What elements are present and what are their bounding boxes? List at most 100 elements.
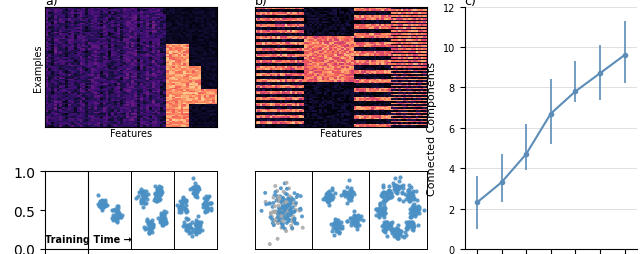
Point [326, 197, 337, 201]
Point [193, 226, 204, 230]
Point [47, 218, 57, 222]
Point [378, 184, 388, 188]
Point [63, 210, 74, 214]
Point [332, 221, 342, 226]
Point [61, 216, 71, 220]
Point [408, 222, 418, 226]
Point [346, 194, 356, 198]
Point [287, 220, 298, 224]
Point [58, 211, 68, 215]
Point [100, 203, 110, 207]
Point [385, 223, 395, 227]
Point [66, 207, 76, 211]
Point [58, 236, 68, 240]
Point [111, 211, 122, 215]
Point [349, 210, 359, 214]
Point [291, 221, 301, 226]
Point [111, 213, 122, 217]
Point [412, 209, 422, 213]
Point [413, 208, 424, 212]
Point [374, 206, 385, 210]
Point [380, 228, 390, 232]
Point [405, 211, 415, 215]
Point [99, 204, 109, 208]
Point [111, 213, 122, 217]
Point [285, 202, 295, 207]
Point [156, 185, 166, 189]
Point [143, 192, 153, 196]
Point [108, 209, 118, 213]
Point [337, 224, 347, 228]
Point [376, 207, 387, 211]
Point [385, 223, 395, 227]
Point [380, 227, 390, 231]
Point [181, 208, 191, 212]
Point [279, 208, 289, 212]
Point [397, 186, 408, 190]
Point [292, 222, 303, 226]
Point [289, 210, 300, 214]
Point [177, 201, 188, 205]
Point [268, 221, 278, 225]
Point [154, 188, 164, 193]
Point [138, 198, 148, 202]
Point [407, 225, 417, 229]
Point [56, 212, 66, 216]
Point [378, 210, 388, 214]
Point [140, 194, 150, 198]
Point [191, 224, 202, 228]
Point [402, 224, 412, 228]
Point [155, 186, 165, 190]
Point [190, 192, 200, 196]
Point [142, 219, 152, 224]
Point [389, 228, 399, 232]
Y-axis label: Examples: Examples [33, 44, 44, 91]
Point [61, 205, 71, 210]
Point [55, 218, 65, 223]
Point [322, 196, 332, 200]
Point [136, 187, 146, 191]
Point [282, 213, 292, 217]
Point [349, 219, 360, 224]
Point [70, 205, 80, 209]
Point [266, 215, 276, 219]
Point [404, 215, 415, 219]
Point [391, 188, 401, 193]
Point [333, 218, 343, 222]
Point [193, 228, 203, 232]
Point [408, 228, 418, 232]
Point [111, 219, 122, 223]
Point [193, 187, 203, 191]
Point [67, 195, 77, 199]
Point [281, 215, 291, 219]
Point [382, 224, 392, 228]
Point [108, 209, 118, 213]
Point [181, 227, 191, 231]
Point [349, 223, 360, 227]
Point [53, 204, 63, 208]
Point [63, 215, 74, 219]
Point [181, 228, 191, 232]
Point [153, 216, 163, 220]
Point [147, 225, 157, 229]
Point [276, 215, 286, 219]
Point [52, 197, 63, 201]
Point [394, 186, 404, 190]
Point [406, 220, 417, 224]
Point [138, 205, 148, 210]
Point [318, 197, 328, 201]
Point [270, 204, 280, 209]
Point [286, 213, 296, 217]
Point [200, 205, 211, 209]
Point [110, 215, 120, 219]
Point [344, 192, 355, 196]
Point [72, 201, 83, 205]
Point [57, 225, 67, 229]
Point [330, 222, 340, 226]
Point [269, 193, 280, 197]
Point [273, 218, 284, 222]
Point [383, 196, 394, 200]
Point [401, 220, 411, 224]
Point [284, 209, 294, 213]
Point [144, 226, 154, 230]
